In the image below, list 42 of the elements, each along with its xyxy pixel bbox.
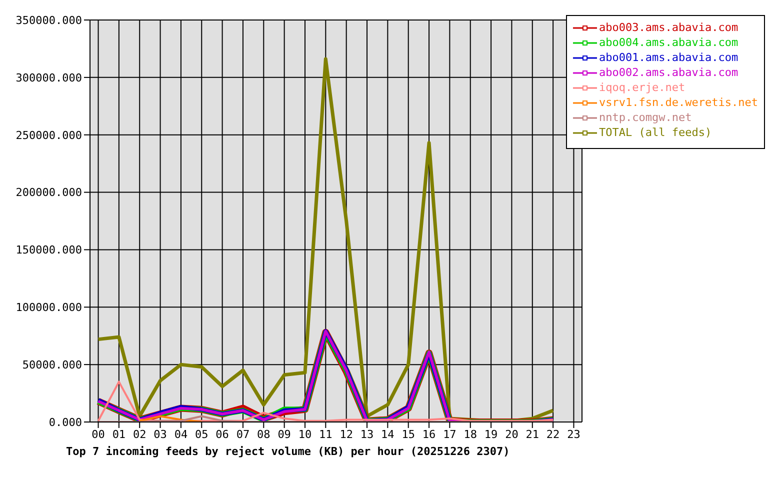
x-tick-label: 07 [236, 428, 250, 441]
x-tick-label: 01 [112, 428, 126, 441]
legend-label: nntp.comgw.net [599, 111, 692, 124]
x-tick-label: 15 [402, 428, 415, 441]
x-tick-label: 16 [422, 428, 436, 441]
legend-label: abo004.ams.abavia.com [599, 36, 738, 49]
y-tick-label: 50000.000 [22, 358, 82, 372]
x-tick-label: 06 [216, 428, 229, 441]
x-tick-label: 12 [340, 428, 353, 441]
y-tick-label: 200000.000 [16, 186, 82, 200]
x-tick-label: 08 [257, 428, 270, 441]
x-tick-label: 11 [319, 428, 332, 441]
x-tick-label: 02 [132, 428, 146, 441]
y-tick-label: 0.000 [48, 416, 82, 429]
x-tick-label: 19 [484, 428, 498, 441]
legend-label: abo001.ams.abavia.com [599, 51, 738, 64]
x-tick-label: 09 [278, 428, 291, 441]
y-tick-label: 150000.000 [16, 244, 82, 257]
x-tick-label: 14 [381, 428, 395, 441]
x-tick-label: 21 [526, 428, 540, 441]
y-tick-label: 100000.000 [16, 301, 82, 314]
y-tick-label: 300000.000 [16, 71, 82, 84]
x-tick-label: 05 [195, 428, 208, 441]
x-tick-label: 18 [464, 428, 477, 441]
legend-label: TOTAL (all feeds) [599, 126, 712, 139]
x-tick-label: 03 [154, 428, 167, 441]
legend-label: abo003.ams.abavia.com [599, 21, 738, 34]
x-tick-label: 17 [443, 428, 456, 441]
x-tick-label: 10 [298, 428, 312, 441]
x-axis-title: Top 7 incoming feeds by reject volume (KB) per hour (20251226 2307) [66, 445, 510, 458]
line-series [97, 380, 554, 422]
x-tick-label: 22 [546, 428, 560, 441]
y-tick-label: 250000.000 [16, 128, 82, 142]
legend-label: abo002.ams.abavia.com [599, 66, 738, 79]
x-tick-label: 00 [92, 428, 105, 441]
x-tick-label: 04 [174, 428, 188, 441]
legend-label: iqoq.erje.net [599, 81, 686, 94]
x-tick-label: 23 [567, 428, 580, 441]
x-tick-label: 13 [360, 428, 374, 441]
x-tick-label: 20 [505, 428, 518, 441]
legend-label: vsrv1.fsn.de.weretis.net [599, 96, 758, 109]
y-tick-label: 350000.000 [16, 14, 82, 27]
